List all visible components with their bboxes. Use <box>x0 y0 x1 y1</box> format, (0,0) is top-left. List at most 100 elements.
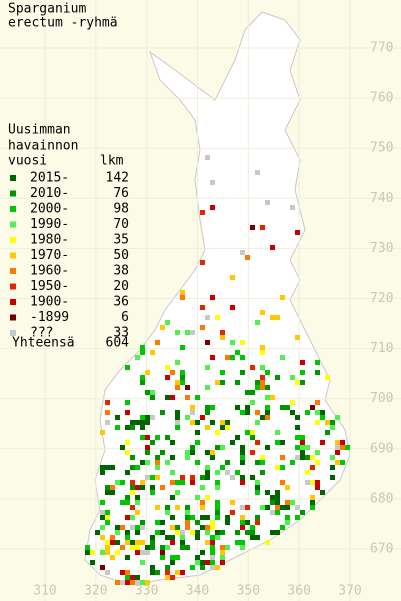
observation-square <box>210 180 215 185</box>
observation-square <box>205 385 210 390</box>
observation-square <box>260 225 265 230</box>
observation-square <box>125 365 130 370</box>
observation-square <box>250 430 255 435</box>
observation-square <box>195 430 200 435</box>
observation-square <box>310 500 315 505</box>
observation-square <box>120 545 125 550</box>
observation-square <box>230 500 235 505</box>
observation-square <box>155 570 160 575</box>
y-tick-label: 770 <box>370 41 393 56</box>
observation-square <box>190 450 195 455</box>
observation-square <box>210 420 215 425</box>
observation-square <box>175 530 180 535</box>
observation-square <box>120 480 125 485</box>
observation-square <box>205 530 210 535</box>
x-tick-label: 340 <box>186 584 209 599</box>
observations <box>85 155 350 585</box>
observation-square <box>185 385 190 390</box>
observation-square <box>110 465 115 470</box>
observation-square <box>215 480 220 485</box>
observation-square <box>310 405 315 410</box>
observation-square <box>145 550 150 555</box>
observation-square <box>110 490 115 495</box>
observation-square <box>285 520 290 525</box>
observation-square <box>180 345 185 350</box>
observation-square <box>85 550 90 555</box>
observation-square <box>240 445 245 450</box>
observation-square <box>165 565 170 570</box>
observation-square <box>250 535 255 540</box>
observation-square <box>130 490 135 495</box>
observation-square <box>100 565 105 570</box>
observation-square <box>130 580 135 585</box>
observation-square <box>165 435 170 440</box>
observation-square <box>315 460 320 465</box>
observation-square <box>325 420 330 425</box>
observation-square <box>260 460 265 465</box>
observation-square <box>120 445 125 450</box>
observation-square <box>100 515 105 520</box>
y-tick-label: 750 <box>370 141 393 156</box>
observation-square <box>160 485 165 490</box>
observation-square <box>200 415 205 420</box>
observation-square <box>285 500 290 505</box>
observation-square <box>275 505 280 510</box>
observation-square <box>295 515 300 520</box>
observation-square <box>135 580 140 585</box>
observation-square <box>135 575 140 580</box>
x-tick-label: 330 <box>135 584 158 599</box>
observation-square <box>150 570 155 575</box>
observation-square <box>215 510 220 515</box>
legend-count: 20 <box>113 279 129 294</box>
observation-square <box>270 245 275 250</box>
observation-square <box>180 295 185 300</box>
observation-square <box>335 450 340 455</box>
observation-square <box>140 375 145 380</box>
observation-square <box>110 485 115 490</box>
observation-square <box>165 575 170 580</box>
observation-square <box>210 520 215 525</box>
observation-square <box>255 535 260 540</box>
legend-swatch <box>10 299 16 305</box>
observation-square <box>215 500 220 505</box>
observation-square <box>150 440 155 445</box>
observation-square <box>130 515 135 520</box>
observation-square <box>195 395 200 400</box>
legend-header: Uusimman <box>8 123 71 138</box>
observation-square <box>315 400 320 405</box>
observation-square <box>255 385 260 390</box>
observation-square <box>160 520 165 525</box>
observation-square <box>275 430 280 435</box>
observation-square <box>255 320 260 325</box>
observation-square <box>300 435 305 440</box>
observation-square <box>180 545 185 550</box>
legend-count: 70 <box>113 217 129 232</box>
observation-square <box>305 410 310 415</box>
observation-square <box>160 410 165 415</box>
observation-square <box>215 380 220 385</box>
observation-square <box>155 530 160 535</box>
observation-square <box>205 465 210 470</box>
observation-square <box>300 450 305 455</box>
observation-square <box>285 485 290 490</box>
observation-square <box>275 500 280 505</box>
observation-square <box>295 505 300 510</box>
legend-count: 36 <box>113 295 129 310</box>
observation-square <box>170 535 175 540</box>
observation-square <box>170 470 175 475</box>
observation-square <box>125 410 130 415</box>
observation-square <box>230 275 235 280</box>
observation-square <box>200 325 205 330</box>
observation-square <box>215 470 220 475</box>
observation-square <box>340 440 345 445</box>
observation-square <box>330 420 335 425</box>
observation-square <box>240 505 245 510</box>
observation-square <box>285 405 290 410</box>
observation-square <box>170 480 175 485</box>
observation-square <box>260 455 265 460</box>
observation-square <box>225 545 230 550</box>
observation-square <box>275 315 280 320</box>
x-tick-label: 350 <box>237 584 260 599</box>
observation-square <box>215 430 220 435</box>
observation-square <box>170 515 175 520</box>
